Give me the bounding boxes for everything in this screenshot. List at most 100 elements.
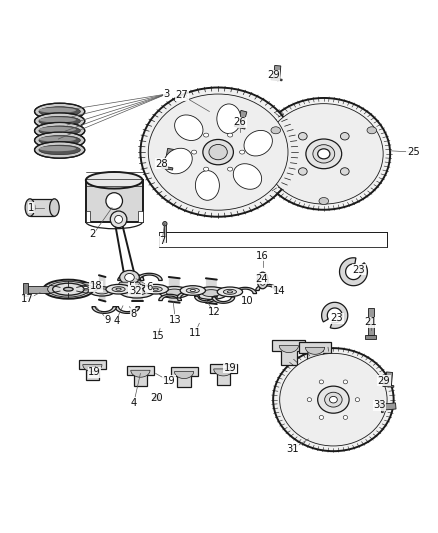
Ellipse shape	[39, 126, 81, 135]
Text: 9: 9	[105, 315, 111, 325]
Polygon shape	[165, 148, 174, 167]
Ellipse shape	[204, 167, 209, 171]
Ellipse shape	[106, 285, 131, 294]
Polygon shape	[131, 370, 150, 377]
Polygon shape	[30, 199, 54, 216]
Text: 16: 16	[256, 251, 269, 261]
Polygon shape	[383, 385, 394, 387]
Ellipse shape	[329, 397, 337, 403]
Ellipse shape	[154, 394, 160, 400]
Text: 23: 23	[353, 265, 365, 275]
Polygon shape	[321, 302, 348, 328]
Text: 14: 14	[273, 286, 286, 295]
Ellipse shape	[298, 168, 307, 175]
Ellipse shape	[39, 117, 76, 123]
Polygon shape	[132, 277, 143, 302]
Ellipse shape	[127, 288, 147, 295]
Ellipse shape	[318, 149, 330, 159]
Polygon shape	[117, 282, 142, 286]
Ellipse shape	[202, 289, 220, 296]
Ellipse shape	[217, 287, 243, 297]
Ellipse shape	[120, 285, 154, 298]
Ellipse shape	[39, 116, 81, 126]
Polygon shape	[99, 275, 106, 302]
Ellipse shape	[175, 115, 203, 141]
Polygon shape	[237, 110, 247, 127]
Text: 6: 6	[146, 282, 152, 293]
Ellipse shape	[39, 127, 76, 132]
Ellipse shape	[25, 199, 35, 216]
Polygon shape	[159, 294, 181, 301]
Ellipse shape	[318, 386, 349, 413]
Polygon shape	[136, 273, 162, 280]
Polygon shape	[271, 78, 282, 81]
Ellipse shape	[159, 286, 190, 298]
Text: 18: 18	[89, 281, 102, 291]
Ellipse shape	[39, 108, 76, 113]
Ellipse shape	[190, 289, 195, 292]
Ellipse shape	[155, 395, 159, 399]
Ellipse shape	[43, 280, 93, 298]
Text: 21: 21	[364, 317, 377, 327]
Text: 15: 15	[152, 332, 164, 341]
Ellipse shape	[79, 285, 92, 290]
Ellipse shape	[195, 171, 219, 200]
Text: 25: 25	[407, 147, 420, 157]
Ellipse shape	[280, 353, 387, 446]
Polygon shape	[206, 278, 217, 304]
Ellipse shape	[258, 98, 390, 210]
Ellipse shape	[319, 198, 328, 205]
Ellipse shape	[191, 150, 197, 154]
Text: 8: 8	[131, 309, 137, 319]
Ellipse shape	[319, 380, 324, 384]
Ellipse shape	[125, 273, 134, 281]
Ellipse shape	[307, 398, 311, 402]
Ellipse shape	[298, 133, 307, 140]
Ellipse shape	[325, 392, 342, 407]
Polygon shape	[339, 258, 367, 286]
Polygon shape	[365, 335, 376, 339]
Ellipse shape	[319, 415, 324, 419]
Ellipse shape	[233, 164, 261, 189]
Text: 23: 23	[331, 313, 343, 323]
Ellipse shape	[186, 288, 199, 293]
Ellipse shape	[39, 146, 76, 151]
Ellipse shape	[340, 168, 349, 175]
Ellipse shape	[73, 282, 99, 292]
Text: 5: 5	[128, 282, 135, 293]
Polygon shape	[214, 369, 233, 376]
Ellipse shape	[39, 135, 81, 145]
Ellipse shape	[49, 199, 59, 216]
Text: 29: 29	[267, 70, 280, 80]
Polygon shape	[381, 401, 383, 413]
Ellipse shape	[115, 215, 123, 223]
Ellipse shape	[148, 94, 288, 210]
Ellipse shape	[355, 398, 360, 402]
Polygon shape	[234, 287, 257, 294]
Ellipse shape	[53, 283, 84, 295]
Polygon shape	[194, 296, 217, 302]
Text: 17: 17	[21, 294, 33, 304]
Ellipse shape	[273, 348, 394, 451]
Polygon shape	[28, 286, 49, 293]
Polygon shape	[299, 342, 332, 366]
Ellipse shape	[164, 148, 192, 174]
Ellipse shape	[39, 145, 81, 155]
Polygon shape	[385, 372, 392, 385]
Polygon shape	[138, 211, 143, 222]
Text: 19: 19	[162, 376, 175, 386]
Ellipse shape	[35, 132, 85, 149]
Polygon shape	[23, 282, 28, 296]
Ellipse shape	[83, 286, 88, 288]
Polygon shape	[256, 284, 279, 290]
Ellipse shape	[35, 123, 85, 139]
Polygon shape	[368, 309, 374, 335]
Ellipse shape	[265, 103, 383, 204]
Polygon shape	[174, 372, 194, 378]
Ellipse shape	[223, 289, 237, 294]
Polygon shape	[164, 224, 166, 243]
Polygon shape	[212, 297, 235, 303]
Ellipse shape	[86, 172, 143, 189]
Ellipse shape	[116, 288, 121, 290]
Ellipse shape	[35, 142, 85, 158]
